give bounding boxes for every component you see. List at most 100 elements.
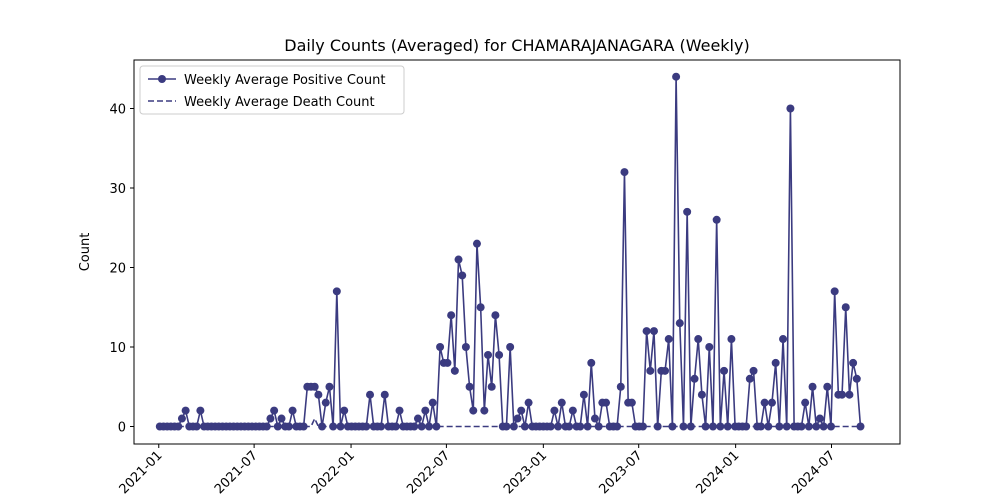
point xyxy=(627,398,636,407)
point xyxy=(288,406,297,415)
legend-label: Weekly Average Positive Count xyxy=(184,73,385,88)
point xyxy=(469,406,478,415)
point xyxy=(620,168,629,177)
point xyxy=(395,406,404,415)
point xyxy=(697,390,706,399)
y-axis-label: Count xyxy=(78,233,93,272)
point xyxy=(413,414,422,423)
point xyxy=(576,422,585,431)
point xyxy=(649,327,658,336)
point xyxy=(557,398,566,407)
point xyxy=(262,422,271,431)
point xyxy=(594,422,603,431)
point xyxy=(756,422,765,431)
point xyxy=(177,414,186,423)
y-tick-label: 10 xyxy=(109,341,126,356)
point xyxy=(838,390,847,399)
point xyxy=(568,406,577,415)
point xyxy=(856,422,865,431)
point xyxy=(705,343,714,352)
point xyxy=(672,72,681,81)
point xyxy=(712,215,721,224)
y-tick-label: 20 xyxy=(109,262,126,277)
point xyxy=(314,390,323,399)
point xyxy=(266,414,275,423)
point xyxy=(786,104,795,113)
point xyxy=(760,398,769,407)
point xyxy=(491,311,500,320)
point xyxy=(646,366,655,375)
point xyxy=(325,382,334,391)
point xyxy=(366,390,375,399)
point xyxy=(310,382,319,391)
point xyxy=(520,422,529,431)
point xyxy=(690,374,699,383)
point xyxy=(675,319,684,328)
point xyxy=(852,374,861,383)
point xyxy=(801,398,810,407)
point xyxy=(380,390,389,399)
point xyxy=(454,255,463,264)
point xyxy=(823,382,832,391)
point xyxy=(450,366,459,375)
point xyxy=(524,398,533,407)
point xyxy=(661,366,670,375)
point xyxy=(465,382,474,391)
y-tick-label: 40 xyxy=(109,102,126,117)
point xyxy=(447,311,456,320)
plot-frame xyxy=(133,59,901,445)
point xyxy=(472,239,481,248)
point xyxy=(487,382,496,391)
point xyxy=(749,366,758,375)
point xyxy=(764,422,773,431)
point xyxy=(808,382,817,391)
point xyxy=(506,343,515,352)
point xyxy=(694,335,703,344)
point xyxy=(321,398,330,407)
point xyxy=(616,382,625,391)
point xyxy=(642,327,651,336)
point xyxy=(517,406,526,415)
point xyxy=(767,398,776,407)
legend-box xyxy=(139,65,405,115)
point xyxy=(480,406,489,415)
point xyxy=(277,414,286,423)
point xyxy=(720,366,729,375)
point xyxy=(513,414,522,423)
point xyxy=(779,335,788,344)
point xyxy=(638,422,647,431)
y-tick-label: 0 xyxy=(118,421,126,436)
point xyxy=(727,335,736,344)
point xyxy=(458,271,467,280)
point xyxy=(587,358,596,367)
point xyxy=(443,358,452,367)
legend-label: Weekly Average Death Count xyxy=(184,95,375,110)
point xyxy=(476,303,485,312)
point xyxy=(845,390,854,399)
point xyxy=(196,406,205,415)
plot-area xyxy=(155,72,865,431)
point xyxy=(775,422,784,431)
point xyxy=(495,350,504,359)
point xyxy=(664,335,673,344)
point xyxy=(849,358,858,367)
point xyxy=(579,390,588,399)
point xyxy=(299,422,308,431)
point xyxy=(550,406,559,415)
point xyxy=(701,422,710,431)
point xyxy=(181,406,190,415)
point xyxy=(428,398,437,407)
point xyxy=(841,303,850,312)
point xyxy=(815,414,824,423)
point xyxy=(613,422,622,431)
point xyxy=(782,422,791,431)
point xyxy=(683,207,692,216)
point xyxy=(771,358,780,367)
point xyxy=(436,343,445,352)
point xyxy=(377,422,386,431)
point xyxy=(432,422,441,431)
legend-marker xyxy=(158,75,166,83)
point xyxy=(484,350,493,359)
point xyxy=(461,343,470,352)
